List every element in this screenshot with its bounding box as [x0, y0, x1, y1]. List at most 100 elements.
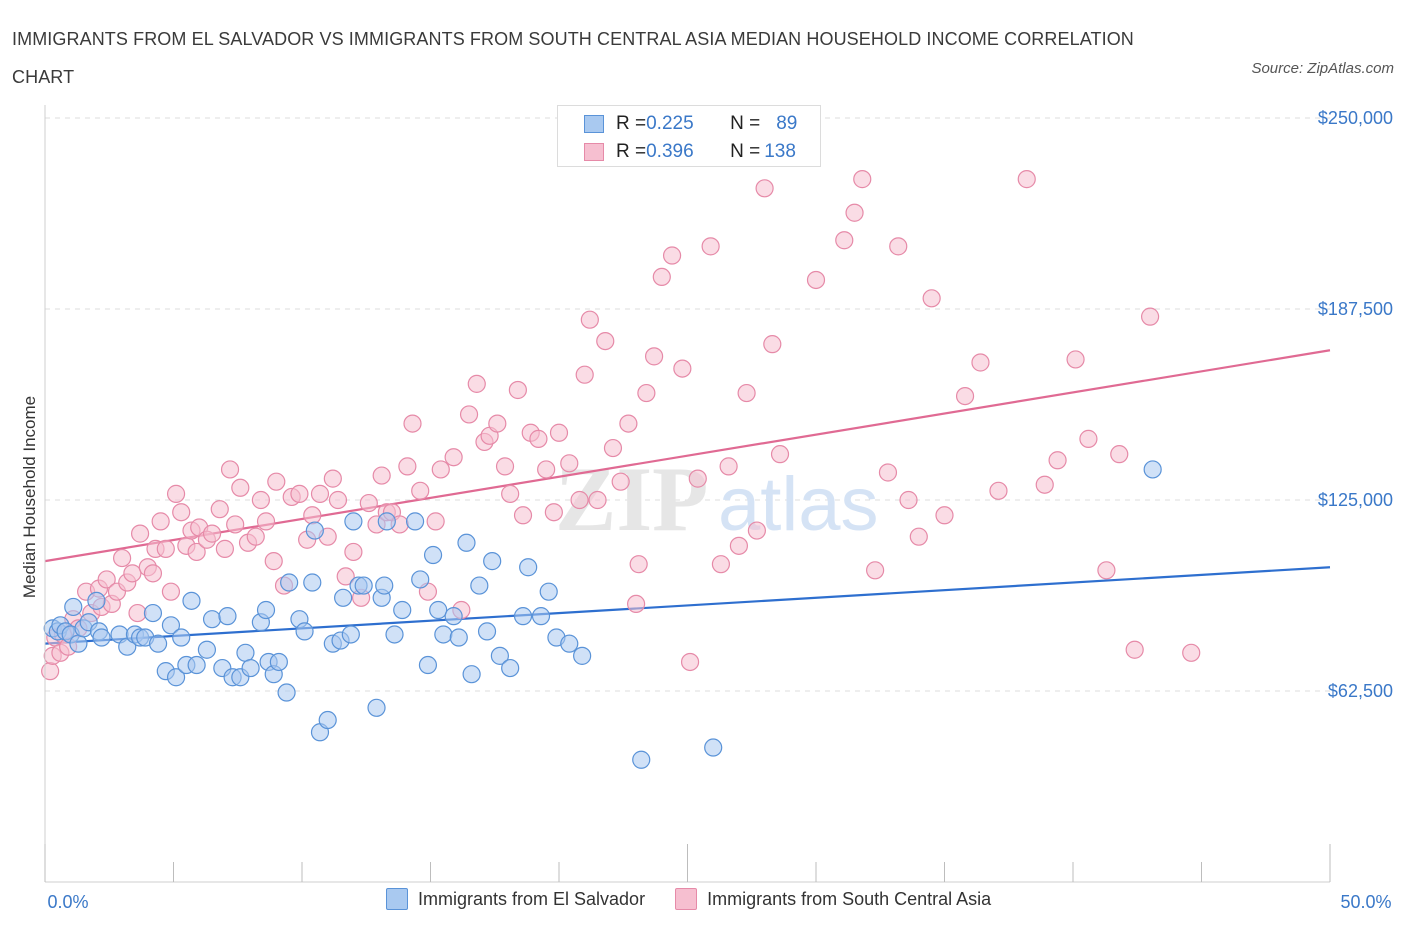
south-central-asia-point [544, 503, 563, 522]
south-central-asia-point [411, 481, 430, 500]
south-central-asia-point [611, 472, 630, 491]
el-salvador-point [470, 576, 489, 595]
series-south-central-asia [41, 130, 1201, 681]
x-tick-labels: 0.0% 50.0% [47, 892, 1391, 912]
south-central-asia-point [619, 414, 638, 433]
y-axis-label: Median Household Income [20, 396, 39, 598]
south-central-asia-point [1048, 451, 1067, 470]
el-salvador-point [161, 616, 181, 635]
south-central-asia-point [508, 380, 527, 400]
south-central-asia-point [344, 542, 363, 562]
south-central-asia-point [596, 331, 615, 351]
el-salvador-point [490, 646, 509, 665]
south-central-asia-point [701, 237, 720, 256]
el-salvador-point [295, 622, 314, 641]
south-central-asia-point [662, 246, 682, 265]
legend-n-label: N = [730, 141, 761, 162]
pink-swatch-icon [675, 888, 698, 910]
el-salvador-point [418, 655, 438, 675]
south-central-asia-point [403, 414, 422, 433]
south-central-asia-point [166, 484, 186, 503]
south-central-asia-point [495, 457, 515, 476]
south-central-asia-point [835, 231, 854, 250]
el-salvador-point [148, 634, 168, 653]
south-central-asia-point [755, 179, 774, 198]
legend-n-value: 138 [764, 141, 796, 162]
el-salvador-point [385, 625, 404, 644]
south-central-asia-point [688, 469, 707, 488]
legend-n-value: 89 [776, 113, 798, 134]
south-central-asia-point [922, 289, 941, 308]
legend-item-label: Immigrants from South Central Asia [707, 888, 992, 909]
south-central-asia-point [737, 383, 756, 403]
el-salvador-point [405, 512, 425, 531]
el-salvador-point [375, 576, 394, 595]
y-tick-labels: $62,500 $125,000 $187,500 $250,000 [1318, 108, 1393, 701]
south-central-asia-point [1079, 429, 1098, 448]
el-salvador-point [187, 655, 206, 675]
el-salvador-point [341, 625, 360, 644]
legend-item-south-central-asia[interactable]: Immigrants from South Central Asia [675, 888, 991, 910]
south-central-asia-point [264, 552, 283, 571]
south-central-asia-point [770, 445, 790, 464]
south-central-asia-point [719, 457, 738, 476]
south-central-asia-point [172, 503, 191, 522]
el-salvador-point [519, 558, 538, 577]
el-salvador-point [423, 545, 443, 565]
south-central-asia-point [1182, 643, 1201, 662]
el-salvador-point [256, 600, 276, 620]
el-salvador-point [367, 698, 386, 717]
legend-r-label: R = [616, 141, 647, 162]
el-salvador-point [377, 512, 396, 531]
south-central-asia-point [652, 267, 671, 287]
south-central-asia-point [336, 567, 355, 586]
south-central-asia-point [747, 521, 766, 540]
el-salvador-point [344, 512, 363, 531]
south-central-asia-point [866, 561, 885, 580]
south-central-asia-point [202, 524, 222, 543]
legend-item-el-salvador[interactable]: Immigrants from El Salvador [386, 888, 645, 910]
legend-r-label: R = [616, 113, 647, 134]
south-central-asia-point [588, 490, 607, 510]
south-central-asia-point [955, 386, 975, 406]
south-central-asia-point [467, 374, 486, 393]
south-central-asia-point [729, 536, 749, 555]
south-central-asia-point [123, 564, 142, 583]
el-salvador-point [1143, 460, 1162, 479]
south-central-asia-point [444, 448, 463, 467]
x-tick-label: 0.0% [47, 892, 88, 912]
el-salvador-point [477, 622, 497, 641]
south-central-asia-point [529, 429, 548, 448]
south-central-asia-point [853, 170, 872, 189]
el-salvador-point [64, 597, 83, 617]
south-central-asia-point [1110, 445, 1129, 464]
south-central-asia-point [1017, 170, 1036, 189]
south-central-asia-point [41, 662, 60, 681]
south-central-asia-point [935, 506, 954, 525]
series-legend: Immigrants from El Salvador Immigrants f… [386, 888, 1021, 910]
svg-text:atlas: atlas [718, 462, 879, 547]
el-salvador-point [69, 634, 88, 653]
south-central-asia-point [1097, 561, 1116, 580]
el-salvador-point [318, 710, 337, 730]
south-central-asia-point [372, 466, 391, 485]
south-central-asia-point [971, 353, 990, 372]
south-central-asia-point [537, 460, 556, 479]
blue-swatch-icon [584, 115, 604, 133]
south-central-asia-point [570, 490, 589, 510]
south-central-asia-point [267, 472, 286, 491]
south-central-asia-point [899, 490, 918, 510]
south-central-asia-point [220, 460, 240, 479]
el-salvador-point [277, 683, 296, 702]
south-central-asia-point [426, 512, 445, 531]
south-central-asia-point [303, 506, 322, 525]
south-central-asia-point [580, 310, 599, 329]
el-salvador-point [280, 573, 299, 592]
el-salvador-point [166, 668, 186, 687]
legend-n-label: N = [730, 113, 761, 134]
el-salvador-point [269, 652, 288, 672]
y-tick-label: $62,500 [1328, 681, 1393, 701]
south-central-asia-point [226, 515, 245, 534]
south-central-asia-point [549, 423, 569, 442]
